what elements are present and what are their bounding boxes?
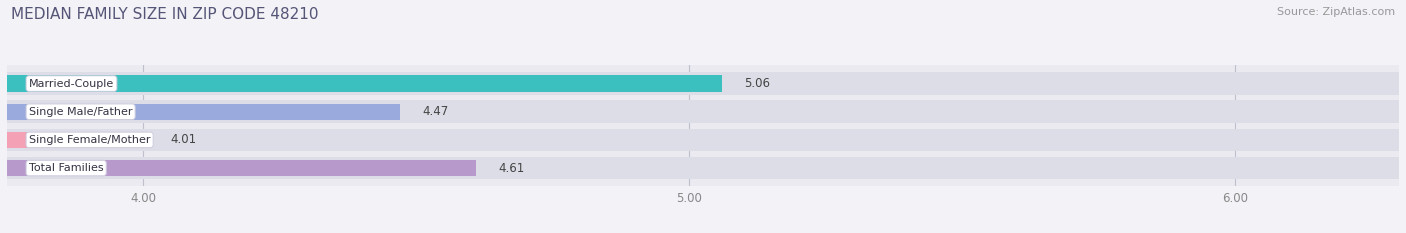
Text: Source: ZipAtlas.com: Source: ZipAtlas.com [1277, 7, 1395, 17]
Bar [7, 157, 1399, 179]
Text: 4.01: 4.01 [170, 134, 197, 146]
Text: Married-Couple: Married-Couple [30, 79, 114, 89]
Text: Total Families: Total Families [30, 163, 104, 173]
Bar [7, 75, 723, 92]
Bar [7, 103, 401, 120]
Bar [7, 100, 1399, 123]
Bar [7, 160, 477, 176]
Bar [7, 72, 1399, 95]
Text: Single Male/Father: Single Male/Father [30, 107, 132, 117]
Text: 4.61: 4.61 [498, 161, 524, 175]
Text: Single Female/Mother: Single Female/Mother [30, 135, 150, 145]
Bar [7, 129, 1399, 151]
Text: 4.47: 4.47 [422, 105, 449, 118]
Bar [7, 132, 149, 148]
Text: 5.06: 5.06 [744, 77, 770, 90]
Text: MEDIAN FAMILY SIZE IN ZIP CODE 48210: MEDIAN FAMILY SIZE IN ZIP CODE 48210 [11, 7, 319, 22]
